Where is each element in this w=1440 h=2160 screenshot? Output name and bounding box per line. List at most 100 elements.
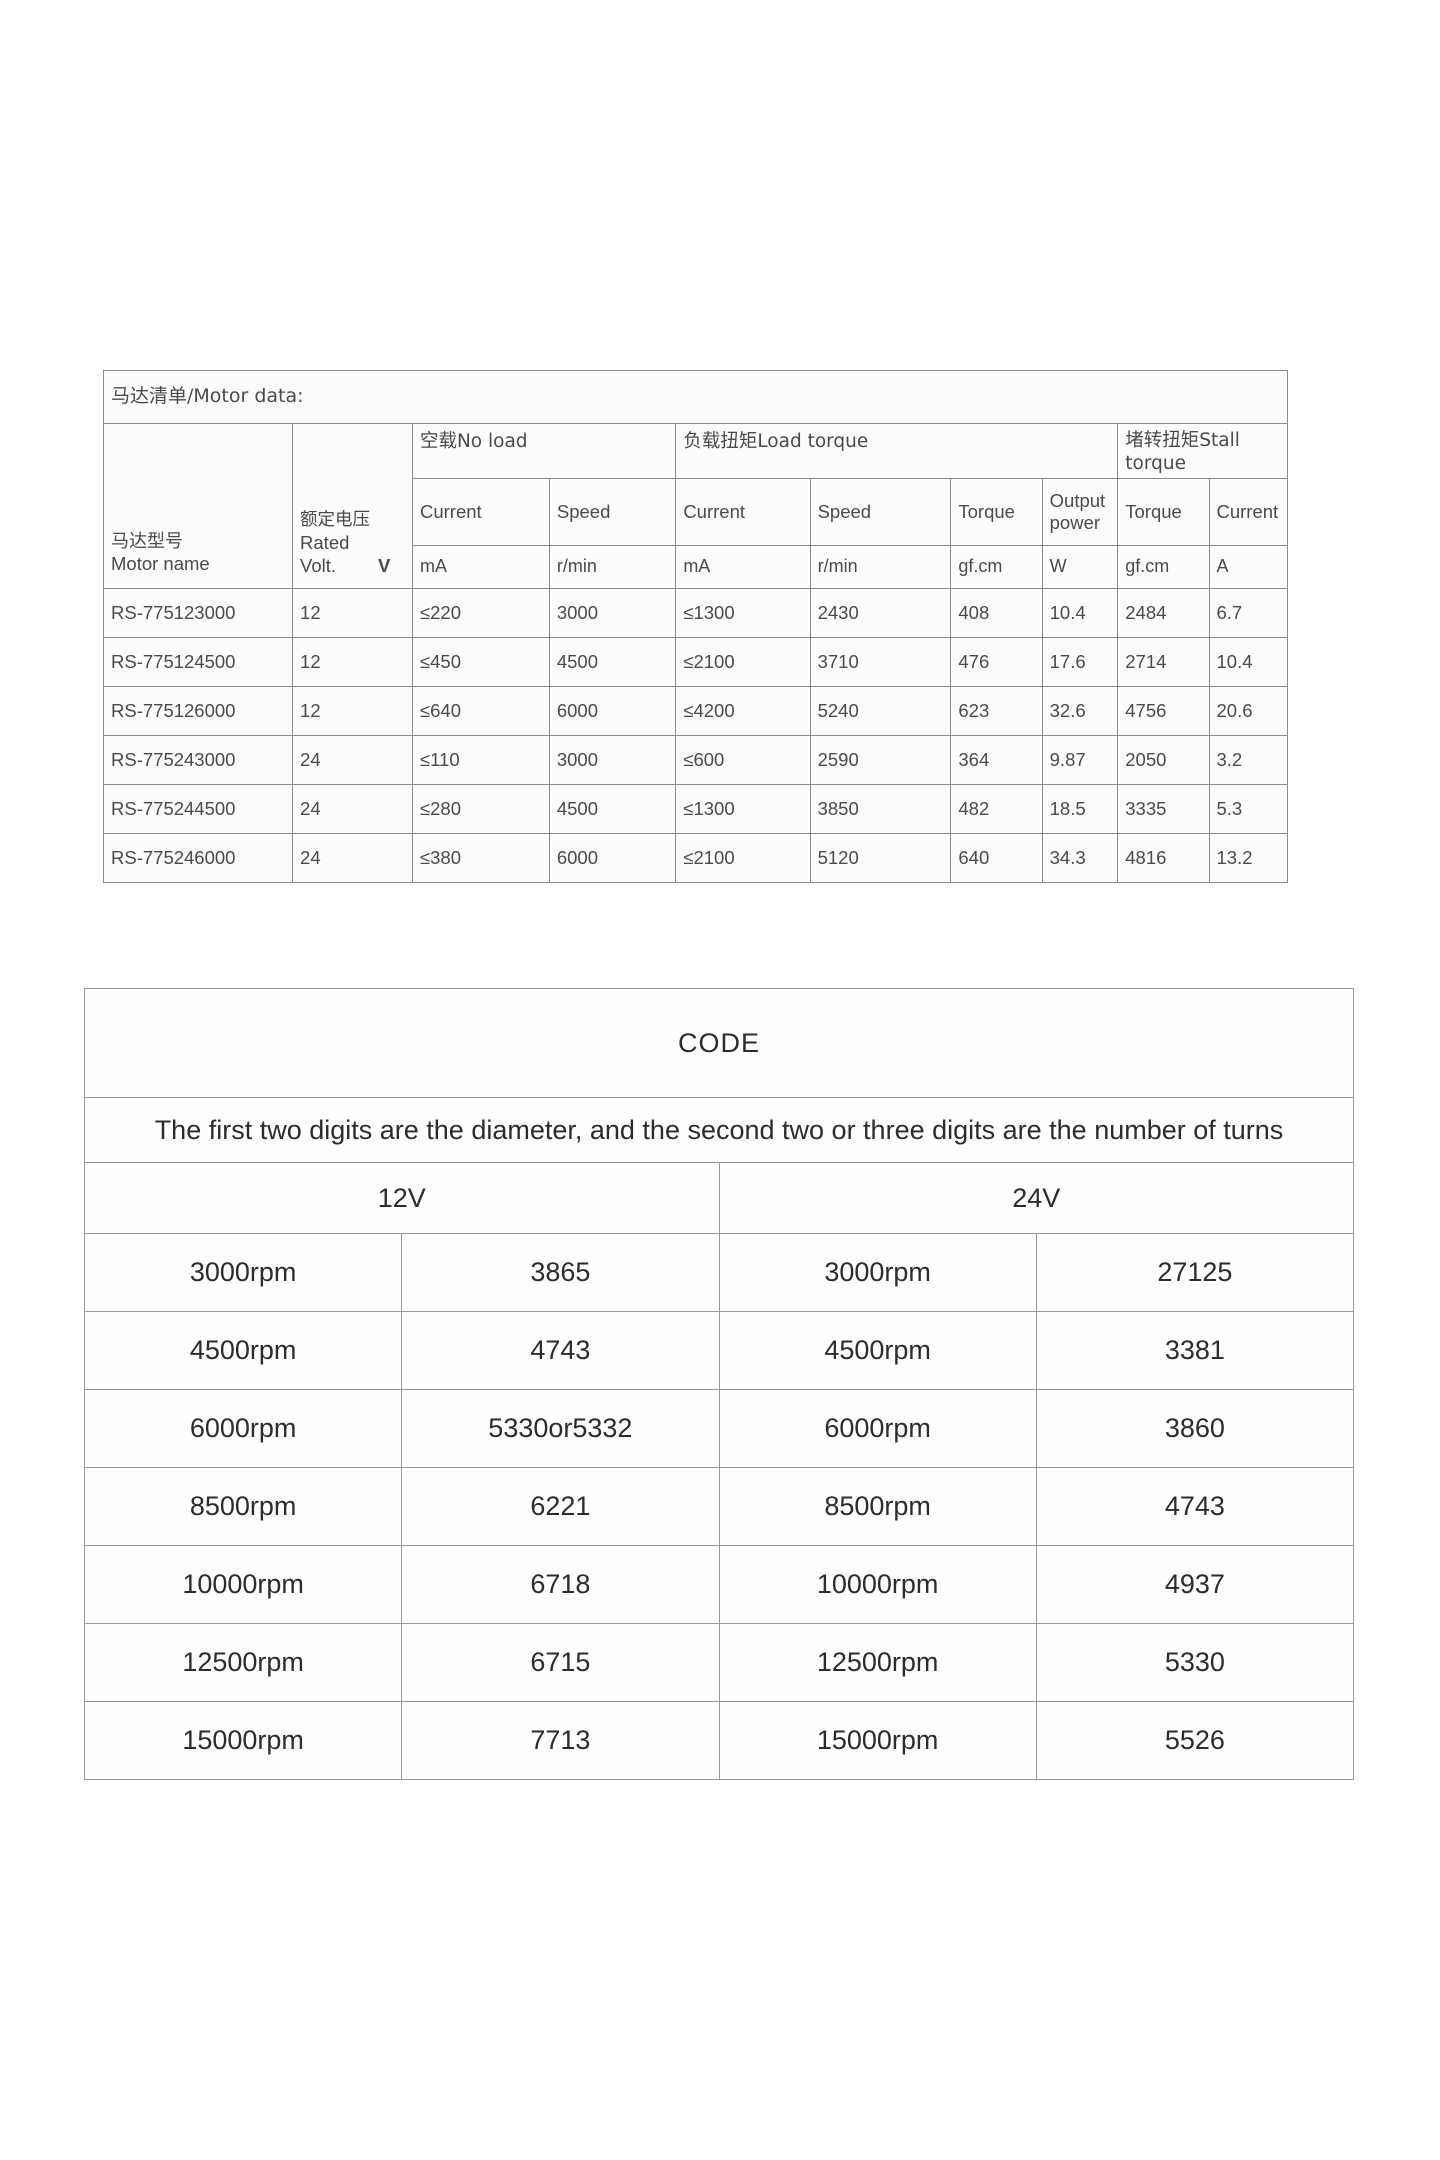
cell-code-12v: 6718: [401, 1545, 720, 1624]
cell-code-12v: 5330or5332: [401, 1389, 720, 1468]
cell-code-12v: 6715: [401, 1623, 720, 1702]
unit-no-load-speed: r/min: [548, 545, 677, 590]
cell-motor-name: RS-775243000: [102, 735, 294, 786]
cell-st-current: 20.6: [1208, 686, 1288, 737]
cell-st-torque: 4816: [1117, 833, 1210, 884]
cell-st-current: 5.3: [1208, 784, 1288, 835]
unit-stall-current: A: [1208, 545, 1288, 590]
header-output-power: Output power: [1041, 478, 1119, 547]
header-rated-volt-unit: V: [378, 554, 391, 576]
cell-nl-current: ≤450: [411, 637, 550, 688]
header-group-no-load: 空载No load: [411, 422, 677, 480]
cell-rpm-12v: 10000rpm: [83, 1545, 403, 1624]
cell-nl-current: ≤220: [411, 588, 550, 639]
cell-code-24v: 27125: [1035, 1233, 1355, 1312]
cell-rpm-24v: 12500rpm: [718, 1623, 1037, 1702]
cell-rpm-24v: 8500rpm: [718, 1467, 1037, 1546]
cell-code-12v: 3865: [401, 1233, 720, 1312]
cell-nl-current: ≤640: [411, 686, 550, 737]
cell-motor-name: RS-775126000: [102, 686, 294, 737]
cell-motor-name: RS-775246000: [102, 833, 294, 884]
header-motor-name-zh: 马达型号: [111, 530, 183, 552]
cell-lt-power: 34.3: [1041, 833, 1119, 884]
cell-code-24v: 5330: [1035, 1623, 1355, 1702]
cell-lt-torque: 640: [950, 833, 1043, 884]
cell-rpm-24v: 6000rpm: [718, 1389, 1037, 1468]
cell-code-24v: 3860: [1035, 1389, 1355, 1468]
header-rated-volt-en: Rated: [300, 532, 350, 553]
cell-lt-torque: 408: [950, 588, 1043, 639]
header-group-load-torque: 负载扭矩Load torque: [675, 422, 1119, 480]
header-load-speed: Speed: [809, 478, 952, 547]
code-title-row: CODE: [84, 988, 1354, 1098]
cell-rpm-12v: 3000rpm: [83, 1233, 403, 1312]
code-table: CODE The first two digits are the diamet…: [83, 988, 1355, 1780]
cell-rpm-24v: 4500rpm: [718, 1311, 1037, 1390]
cell-nl-speed: 4500: [548, 784, 677, 835]
header-motor-name: 马达型号 Motor name: [102, 422, 294, 590]
code-table-container: CODE The first two digits are the diamet…: [83, 988, 1355, 1780]
unit-no-load-current: mA: [411, 545, 550, 590]
cell-lt-power: 9.87: [1041, 735, 1119, 786]
cell-lt-power: 32.6: [1041, 686, 1119, 737]
cell-rpm-24v: 3000rpm: [718, 1233, 1037, 1312]
cell-nl-current: ≤110: [411, 735, 550, 786]
cell-nl-speed: 4500: [548, 637, 677, 688]
header-rated-volt-zh: 额定电压: [300, 509, 371, 530]
cell-lt-current: ≤2100: [675, 637, 811, 688]
cell-code-24v: 5526: [1035, 1701, 1355, 1780]
table-row: 3000rpm 3865 3000rpm 27125: [83, 1233, 1355, 1312]
table-row: RS-775126000 12 ≤640 6000 ≤4200 5240 623…: [102, 686, 1288, 737]
cell-rpm-12v: 4500rpm: [83, 1311, 403, 1390]
unit-load-speed: r/min: [809, 545, 952, 590]
header-no-load-speed: Speed: [548, 478, 677, 547]
cell-st-torque: 3335: [1117, 784, 1210, 835]
cell-volt: 24: [292, 833, 413, 884]
cell-rpm-24v: 10000rpm: [718, 1545, 1037, 1624]
cell-nl-speed: 3000: [548, 735, 677, 786]
cell-nl-current: ≤380: [411, 833, 550, 884]
code-table-title: CODE: [84, 988, 1354, 1098]
motor-table-units-row: mA r/min mA r/min gf.cm W gf.cm A: [104, 545, 1288, 590]
cell-lt-current: ≤2100: [675, 833, 811, 884]
cell-code-24v: 4937: [1035, 1545, 1355, 1624]
cell-nl-speed: 6000: [548, 833, 677, 884]
cell-rpm-12v: 15000rpm: [83, 1701, 403, 1780]
cell-lt-torque: 364: [950, 735, 1043, 786]
table-row: RS-775124500 12 ≤450 4500 ≤2100 3710 476…: [102, 637, 1288, 688]
cell-volt: 12: [292, 588, 413, 639]
cell-nl-speed: 3000: [548, 588, 677, 639]
cell-motor-name: RS-775124500: [102, 637, 294, 688]
cell-lt-speed: 5240: [809, 686, 952, 737]
cell-st-torque: 4756: [1117, 686, 1210, 737]
cell-volt: 12: [292, 637, 413, 688]
table-row: 8500rpm 6221 8500rpm 4743: [83, 1467, 1355, 1546]
header-group-stall-torque: 堵转扭矩Stall torque: [1117, 422, 1288, 480]
motor-table-group-header-row: 马达型号 Motor name 额定电压 Rated Volt. V 空载No …: [102, 422, 1288, 590]
header-load-current: Current: [675, 478, 811, 547]
motor-table-title-row: 马达清单/Motor data:: [103, 370, 1288, 424]
cell-rpm-12v: 8500rpm: [83, 1467, 403, 1546]
cell-code-12v: 4743: [401, 1311, 720, 1390]
table-row: RS-775246000 24 ≤380 6000 ≤2100 5120 640…: [102, 833, 1288, 884]
motor-table-title: 马达清单/Motor data:: [103, 370, 1288, 424]
cell-st-current: 3.2: [1208, 735, 1288, 786]
cell-code-24v: 4743: [1035, 1467, 1355, 1546]
cell-st-torque: 2714: [1117, 637, 1210, 688]
unit-load-current: mA: [675, 545, 811, 590]
cell-lt-current: ≤1300: [675, 784, 811, 835]
table-row: RS-775243000 24 ≤110 3000 ≤600 2590 364 …: [102, 735, 1288, 786]
cell-nl-current: ≤280: [411, 784, 550, 835]
unit-load-torque: gf.cm: [950, 545, 1043, 590]
header-load-torque: Torque: [950, 478, 1043, 547]
cell-lt-speed: 2430: [809, 588, 952, 639]
cell-lt-power: 17.6: [1041, 637, 1119, 688]
cell-rpm-12v: 12500rpm: [83, 1623, 403, 1702]
code-voltage-header-row: 12V 24V: [84, 1162, 1354, 1234]
motor-table-subheader-row: Current Speed Current Speed Torque Outpu…: [104, 478, 1288, 547]
cell-lt-speed: 5120: [809, 833, 952, 884]
table-row: RS-775123000 12 ≤220 3000 ≤1300 2430 408…: [102, 588, 1288, 639]
cell-volt: 24: [292, 735, 413, 786]
cell-rpm-12v: 6000rpm: [83, 1389, 403, 1468]
unit-stall-torque: gf.cm: [1117, 545, 1210, 590]
